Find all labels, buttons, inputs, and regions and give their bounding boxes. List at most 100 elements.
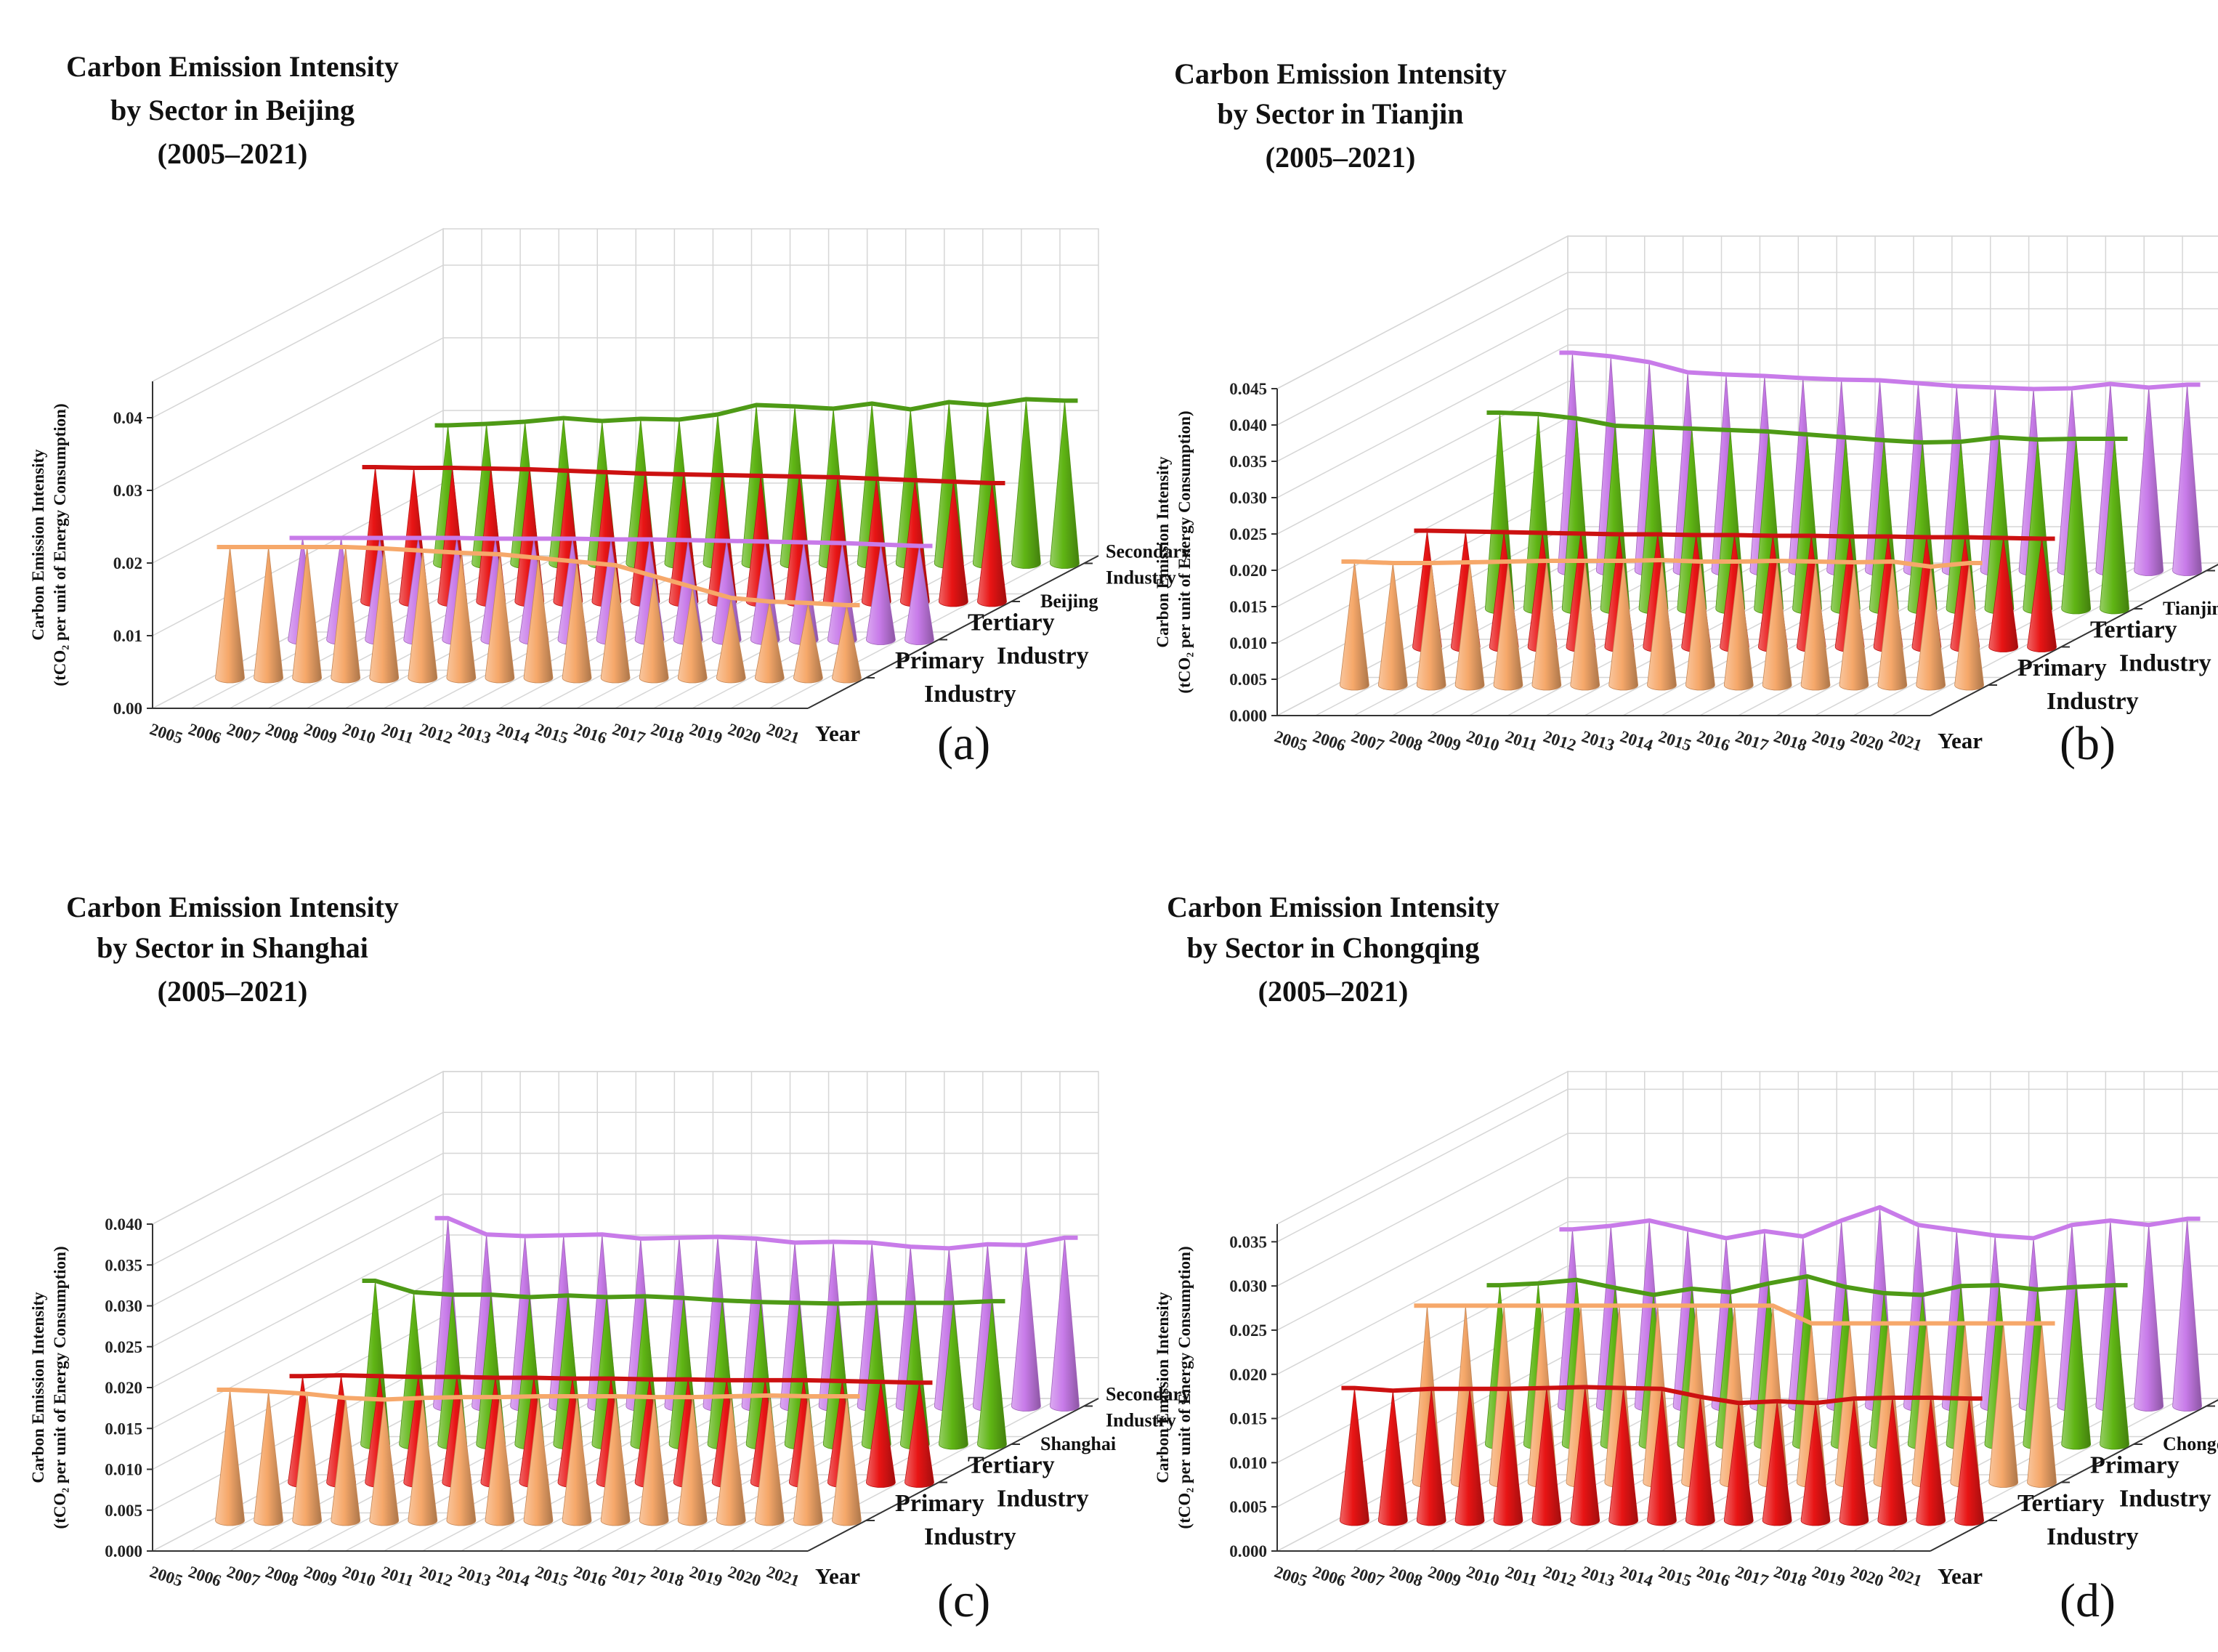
cone-bar xyxy=(1608,1388,1639,1526)
cone-bar xyxy=(600,1396,631,1526)
cone-bar xyxy=(677,1397,708,1526)
cone-bar xyxy=(1454,562,1485,691)
cone-bar xyxy=(939,481,968,607)
series-trend-line xyxy=(434,397,1078,428)
cone-bar xyxy=(446,552,477,684)
cone-bar xyxy=(215,1389,245,1526)
cone-bar xyxy=(2061,438,2092,615)
cone-bar xyxy=(793,1396,823,1526)
x-tick-label: 2006 xyxy=(1311,727,1348,755)
category-label: Tertiary Industry xyxy=(968,1452,1089,1513)
series-trend-line xyxy=(216,1388,860,1402)
category-label-line: Industry xyxy=(997,1486,1089,1513)
y-tick-label: 0.030 xyxy=(1229,1277,1267,1295)
category-label-line: Primary xyxy=(2017,655,2107,681)
cone-bar xyxy=(1685,1396,1715,1526)
x-tick-label: 2009 xyxy=(301,1563,339,1590)
cone-bar xyxy=(716,597,746,684)
cone-bar xyxy=(977,482,1007,607)
series-trend-line xyxy=(289,1373,933,1385)
region-label: Chongqing xyxy=(2163,1433,2218,1454)
category-label-line: Industry xyxy=(924,1523,1016,1550)
x-tick-label: 2007 xyxy=(1349,1563,1386,1590)
y-axis-label: Carbon Emission Intensity (tCO₂ per unit … xyxy=(1154,1246,1194,1528)
x-tick-label: 2013 xyxy=(1579,727,1616,755)
x-tick-label: 2011 xyxy=(379,720,416,748)
y-tick-label: 0.000 xyxy=(1229,1542,1267,1560)
x-tick-label: 2012 xyxy=(1541,1563,1578,1590)
x-tick-label: 2007 xyxy=(1349,727,1386,755)
x-tick-label: 2008 xyxy=(1388,727,1425,755)
x-tick-label: 2020 xyxy=(726,1563,763,1590)
cone-bar xyxy=(1608,560,1639,691)
cone-bar xyxy=(1877,561,1908,691)
depth-axis xyxy=(1930,563,2218,716)
y-tick-label: 0.040 xyxy=(105,1215,142,1234)
cone-bar xyxy=(1340,1388,1369,1526)
chart-title-line: by Sector in Shanghai xyxy=(97,931,368,964)
x-tick-label: 2010 xyxy=(1464,727,1501,755)
cone-bar xyxy=(369,548,400,684)
cone-bar xyxy=(1050,400,1080,569)
side-wall-gridline xyxy=(1276,272,1569,426)
chart-title-line: (2005–2021) xyxy=(158,137,308,170)
cone-bar xyxy=(254,1391,283,1526)
x-tick-label: 2019 xyxy=(1810,1563,1847,1590)
y-axis-title-line: Carbon Emission Intensity xyxy=(29,449,47,641)
category-label-line: Industry xyxy=(2047,688,2139,715)
x-tick-label: 2011 xyxy=(1503,1563,1539,1590)
x-tick-label: 2018 xyxy=(1771,727,1808,755)
cone-bar xyxy=(904,546,934,645)
cone-bar xyxy=(1988,538,2019,652)
cone-bar xyxy=(408,550,438,684)
x-tick-label: 2006 xyxy=(186,1563,223,1590)
series-trend-line xyxy=(1341,1385,1983,1406)
cone-bar xyxy=(1723,561,1754,691)
x-tick-label: 2017 xyxy=(610,720,647,748)
chart-title: Carbon Emission Intensity by Sector in Ti… xyxy=(1174,57,1507,174)
x-tick-label: 2012 xyxy=(418,720,455,748)
y-tick-label: 0.03 xyxy=(113,482,142,500)
chart-title: Carbon Emission Intensity by Sector in Be… xyxy=(66,50,399,170)
category-label-line: Tertiary xyxy=(2090,617,2177,644)
category-label: Tertiary Industry xyxy=(2090,617,2211,677)
chart-title-line: by Sector in Tianjin xyxy=(1218,97,1464,130)
cone-bar xyxy=(1723,1403,1754,1526)
chart-title-line: Carbon Emission Intensity xyxy=(66,891,399,923)
y-tick-label: 0.005 xyxy=(1229,671,1267,689)
y-axis-label: Carbon Emission Intensity (tCO₂ per unit … xyxy=(29,1246,69,1528)
cone-bar xyxy=(369,1399,400,1526)
y-tick-label: 0.025 xyxy=(1229,525,1267,543)
side-wall-gridline xyxy=(152,337,444,491)
cone-bar xyxy=(939,1303,968,1450)
cone-bar xyxy=(639,575,669,684)
y-tick-label: 0.035 xyxy=(1229,453,1267,471)
cone-bar xyxy=(977,1301,1007,1450)
side-wall-gridline xyxy=(152,410,444,564)
side-wall-gridline xyxy=(152,1275,444,1429)
cone-bar xyxy=(485,1397,515,1526)
y-axis-title-line: (tCO₂ per unit of Energy Consumption) xyxy=(1175,410,1194,693)
cone-bar xyxy=(1416,1388,1446,1526)
cone-bar xyxy=(1954,562,1984,691)
cone-bar xyxy=(446,1397,477,1526)
category-label: Primary Industry xyxy=(895,647,1016,708)
chart-title-line: by Sector in Beijing xyxy=(110,94,355,126)
cone-bar xyxy=(523,1396,554,1526)
cone-bar xyxy=(2134,387,2164,576)
y-tick-label: 0.04 xyxy=(113,409,143,427)
category-label: Secondary Industry xyxy=(1106,1384,1191,1431)
category-labels: PrimaryIndustryTertiaryIndustrySecondary… xyxy=(1988,570,2215,715)
x-tick-label: 2017 xyxy=(610,1563,647,1590)
cone-bar xyxy=(2061,1287,2092,1450)
x-tick-label: 2014 xyxy=(495,1563,533,1590)
cone-bar xyxy=(1762,1401,1792,1526)
x-tick-label: 2015 xyxy=(533,1563,570,1590)
x-tick-label: 2009 xyxy=(1426,727,1463,755)
cone-bar xyxy=(1916,1397,1946,1526)
chart-panel-a: 0.00 0.01 0.02 0.03 0.04 Carbon Emission Inte… xyxy=(29,50,1191,770)
cone-bar xyxy=(254,546,283,684)
cone-bar xyxy=(754,1395,785,1526)
y-tick-label: 0.015 xyxy=(1229,1410,1267,1428)
cone-bar xyxy=(408,1398,438,1526)
